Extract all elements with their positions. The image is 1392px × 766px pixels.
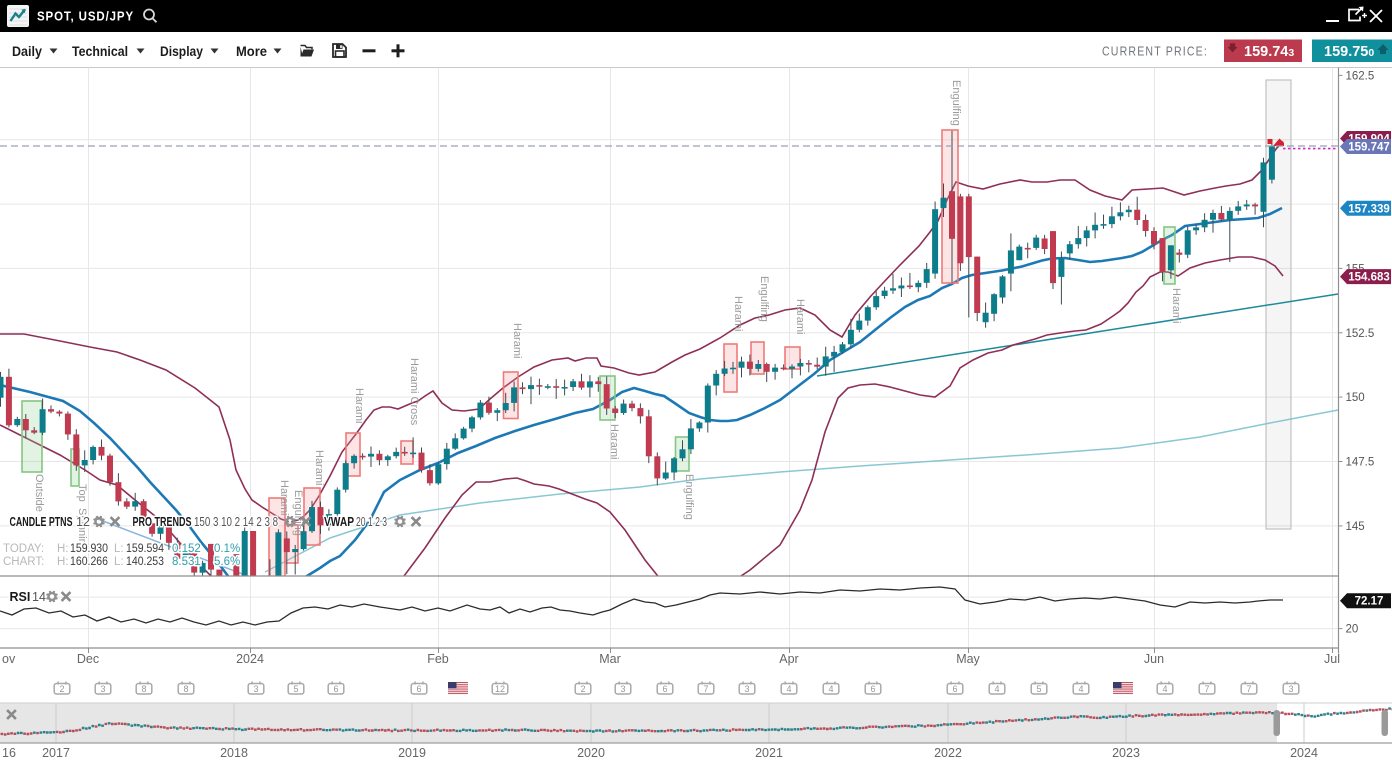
svg-text:72.17: 72.17 (1355, 596, 1384, 608)
svg-text:2: 2 (59, 684, 64, 694)
svg-text:L:: L: (114, 543, 124, 555)
svg-text:Harami: Harami (511, 323, 523, 358)
svg-text:Harami Cross: Harami Cross (408, 358, 420, 426)
svg-text:Daily: Daily (12, 44, 42, 59)
svg-text:6: 6 (870, 684, 875, 694)
svg-text:7: 7 (1246, 684, 1251, 694)
svg-text:3: 3 (744, 684, 749, 694)
svg-text:Engulfing: Engulfing (950, 80, 962, 126)
svg-text:0.1%: 0.1% (214, 543, 240, 555)
svg-text:Top: Top (76, 484, 88, 502)
svg-text:4: 4 (786, 684, 791, 694)
svg-text:0.152: 0.152 (172, 543, 201, 555)
svg-text:2021: 2021 (755, 746, 783, 760)
svg-text:159.930: 159.930 (70, 543, 108, 555)
svg-text:2024: 2024 (1290, 746, 1318, 760)
svg-text:CHART:: CHART: (3, 556, 44, 568)
svg-text:CURRENT PRICE:: CURRENT PRICE: (1102, 45, 1208, 59)
svg-text:Harami: Harami (1170, 288, 1182, 323)
svg-text:2022: 2022 (934, 746, 962, 760)
svg-text:12: 12 (495, 684, 505, 694)
svg-text:SPOT, USD/JPY: SPOT, USD/JPY (37, 9, 134, 24)
svg-text:3: 3 (253, 684, 258, 694)
svg-text:159.743: 159.743 (1244, 44, 1294, 60)
svg-text:ov: ov (2, 652, 16, 666)
svg-text:150 3 10 2 14 2 3 8: 150 3 10 2 14 2 3 8 (194, 515, 278, 529)
svg-text:Harami: Harami (608, 424, 620, 459)
svg-text:16: 16 (2, 746, 16, 760)
svg-text:H:: H: (57, 543, 69, 555)
svg-text:VWAP: VWAP (324, 515, 354, 529)
svg-text:5.6%: 5.6% (214, 556, 240, 568)
svg-text:6: 6 (952, 684, 957, 694)
svg-text:152.5: 152.5 (1346, 328, 1375, 340)
svg-text:7: 7 (703, 684, 708, 694)
svg-text:3: 3 (1288, 684, 1293, 694)
svg-text:Engulfing: Engulfing (683, 474, 695, 520)
svg-text:Spinning: Spinning (76, 508, 88, 551)
svg-text:2019: 2019 (398, 746, 426, 760)
svg-text:Jun: Jun (1144, 652, 1164, 666)
svg-text:2020: 2020 (577, 746, 605, 760)
svg-text:159.594: 159.594 (126, 543, 165, 555)
svg-text:8: 8 (183, 684, 188, 694)
svg-text:4: 4 (1162, 684, 1167, 694)
svg-text:Jul: Jul (1324, 652, 1340, 666)
svg-text:May: May (956, 652, 980, 666)
svg-text:14: 14 (32, 590, 46, 604)
svg-text:TODAY:: TODAY: (3, 543, 44, 555)
svg-text:147.5: 147.5 (1346, 457, 1375, 469)
svg-text:CANDLE PTNS: CANDLE PTNS (10, 515, 73, 529)
svg-text:Dec: Dec (77, 652, 99, 666)
svg-text:3: 3 (100, 684, 105, 694)
svg-text:Apr: Apr (779, 652, 798, 666)
svg-text:Engulfing: Engulfing (758, 276, 770, 322)
svg-text:Display: Display (160, 44, 203, 59)
svg-text:157.339: 157.339 (1348, 203, 1390, 215)
svg-text:4: 4 (994, 684, 999, 694)
svg-text:20: 20 (1346, 624, 1359, 636)
svg-text:12: 12 (76, 515, 90, 529)
svg-text:5: 5 (1036, 684, 1041, 694)
svg-text:7: 7 (1204, 684, 1209, 694)
svg-text:162.5: 162.5 (1346, 70, 1375, 82)
svg-text:20 1 2 3: 20 1 2 3 (356, 515, 387, 529)
svg-text:145: 145 (1346, 521, 1365, 533)
svg-text:Engulfing: Engulfing (292, 490, 304, 536)
svg-text:Harami: Harami (313, 450, 325, 485)
svg-text:Feb: Feb (427, 652, 449, 666)
svg-text:H:: H: (57, 556, 69, 568)
svg-text:PRO TRENDS: PRO TRENDS (133, 515, 192, 529)
svg-text:Harami: Harami (278, 480, 290, 515)
svg-text:6: 6 (416, 684, 421, 694)
svg-text:6: 6 (662, 684, 667, 694)
svg-text:140.253: 140.253 (126, 556, 164, 568)
svg-text:Outside: Outside (33, 474, 45, 512)
svg-text:2023: 2023 (1112, 746, 1140, 760)
svg-text:RSI: RSI (10, 590, 31, 604)
svg-text:Harami: Harami (732, 296, 744, 331)
svg-text:150: 150 (1346, 392, 1365, 404)
svg-text:3: 3 (620, 684, 625, 694)
svg-text:160.266: 160.266 (70, 556, 108, 568)
svg-text:8.531: 8.531 (172, 556, 201, 568)
svg-text:8: 8 (141, 684, 146, 694)
svg-text:More: More (236, 44, 267, 59)
svg-text:154.683: 154.683 (1348, 272, 1390, 284)
svg-text:2018: 2018 (220, 746, 248, 760)
svg-text:L:: L: (114, 556, 124, 568)
svg-text:Mar: Mar (599, 652, 621, 666)
svg-text:Technical: Technical (72, 44, 128, 59)
svg-text:Harami: Harami (794, 299, 806, 334)
svg-text:6: 6 (333, 684, 338, 694)
svg-text:159.750: 159.750 (1324, 44, 1374, 60)
svg-text:Harami: Harami (353, 388, 365, 423)
svg-text:2: 2 (580, 684, 585, 694)
svg-text:159.747: 159.747 (1348, 142, 1390, 154)
svg-text:5: 5 (293, 684, 298, 694)
svg-text:2017: 2017 (42, 746, 70, 760)
svg-text:2024: 2024 (236, 652, 264, 666)
svg-text:4: 4 (828, 684, 833, 694)
svg-text:4: 4 (1078, 684, 1083, 694)
